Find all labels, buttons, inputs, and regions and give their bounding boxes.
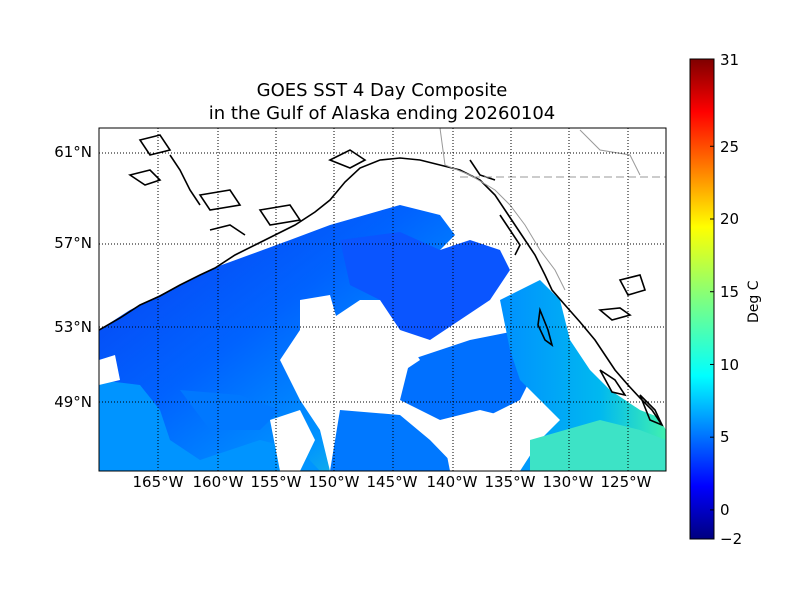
lat-label-49n: 49°N [54,393,92,411]
colorbar [689,58,715,540]
colorbar-label: Deg C [746,280,762,323]
lon-label-155w: 155°W [250,473,302,491]
colorbar-tick-31: 31 [720,51,740,69]
lon-label-140w: 140°W [426,473,478,491]
lat-label-53n: 53°N [54,318,92,336]
sst-field [99,128,666,471]
graticule [99,128,666,471]
lon-label-165w: 165°W [132,473,184,491]
colorbar-tick-minus-2: −2 [720,530,743,548]
map-title-line-1: GOES SST 4 Day Composite [256,80,508,101]
lon-label-145w: 145°W [366,473,418,491]
lon-label-125w: 125°W [600,473,652,491]
colorbar-tick-0: 0 [720,501,730,519]
colorbar-tick-5: 5 [720,428,730,446]
colorbar-tick-25: 25 [720,138,740,156]
lon-label-160w: 160°W [192,473,244,491]
lon-label-135w: 135°W [484,473,536,491]
colorbar-tick-10: 10 [720,356,740,374]
lon-label-130w: 130°W [542,473,594,491]
colorbar-tick-20: 20 [720,210,740,228]
lon-label-150w: 150°W [308,473,360,491]
map-title-line-2: in the Gulf of Alaska ending 20260104 [208,103,556,124]
colorbar-tick-15: 15 [720,283,740,301]
colorbar-ticks [710,58,714,540]
lat-label-61n: 61°N [54,143,92,161]
map-frame [98,127,667,472]
lat-label-57n: 57°N [54,234,92,252]
